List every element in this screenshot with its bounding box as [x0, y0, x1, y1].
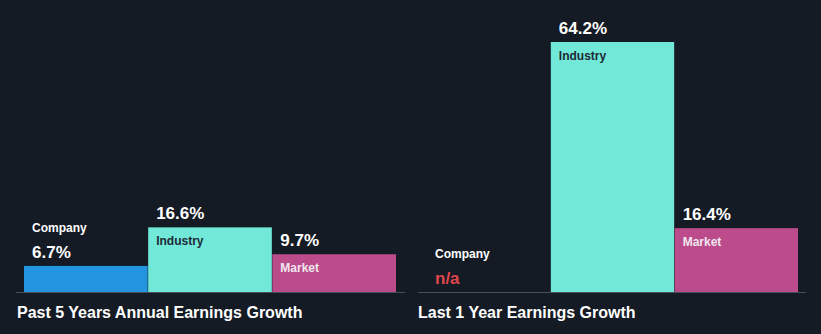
bar	[675, 228, 798, 292]
bars	[551, 42, 798, 292]
data-label: n/a	[435, 269, 460, 288]
category-label: Market	[683, 235, 722, 249]
data-label: 64.2%	[559, 19, 607, 38]
category-label: Industry	[559, 49, 607, 63]
labels: Company 6.7% Industry 16.6% Market 9.7%	[32, 204, 319, 275]
baseline	[16, 292, 405, 293]
bars	[24, 227, 396, 292]
data-label: 9.7%	[280, 231, 319, 250]
bar	[148, 227, 272, 292]
bar	[272, 254, 396, 292]
chart-title: Past 5 Years Annual Earnings Growth	[17, 304, 302, 321]
category-label: Market	[280, 261, 319, 275]
data-label: 6.7%	[32, 243, 71, 262]
category-label: Industry	[156, 234, 204, 248]
labels: Company n/a Industry 64.2% Market 16.4%	[435, 19, 731, 288]
category-label: Company	[435, 247, 490, 261]
bar	[24, 266, 148, 292]
data-label: 16.6%	[156, 204, 204, 223]
data-label: 16.4%	[683, 205, 731, 224]
chart-title: Last 1 Year Earnings Growth	[418, 304, 636, 321]
panel: Company 6.7% Industry 16.6% Market 9.7% Past 5…	[16, 204, 405, 321]
category-label: Company	[32, 221, 87, 235]
chart-root: Company 6.7% Industry 16.6% Market 9.7% Past 5…	[0, 0, 821, 334]
background	[0, 0, 821, 334]
baseline	[418, 292, 806, 293]
panel: Company n/a Industry 64.2% Market 16.4% Last 1…	[418, 19, 806, 321]
bar	[551, 42, 674, 292]
